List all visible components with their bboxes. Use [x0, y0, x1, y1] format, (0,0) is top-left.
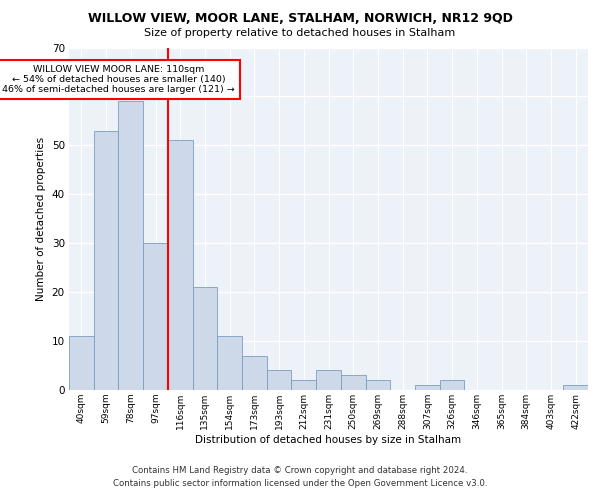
- Bar: [267, 370, 292, 390]
- Bar: [193, 287, 217, 390]
- Bar: [292, 380, 316, 390]
- Bar: [563, 385, 588, 390]
- Bar: [94, 130, 118, 390]
- Text: Contains HM Land Registry data © Crown copyright and database right 2024.
Contai: Contains HM Land Registry data © Crown c…: [113, 466, 487, 487]
- Bar: [69, 336, 94, 390]
- Bar: [341, 376, 365, 390]
- Bar: [242, 356, 267, 390]
- Bar: [217, 336, 242, 390]
- Text: Size of property relative to detached houses in Stalham: Size of property relative to detached ho…: [145, 28, 455, 38]
- Bar: [168, 140, 193, 390]
- Bar: [365, 380, 390, 390]
- X-axis label: Distribution of detached houses by size in Stalham: Distribution of detached houses by size …: [196, 434, 461, 444]
- Bar: [118, 102, 143, 390]
- Y-axis label: Number of detached properties: Number of detached properties: [36, 136, 46, 301]
- Bar: [415, 385, 440, 390]
- Text: WILLOW VIEW MOOR LANE: 110sqm
← 54% of detached houses are smaller (140)
46% of : WILLOW VIEW MOOR LANE: 110sqm ← 54% of d…: [2, 64, 235, 94]
- Bar: [440, 380, 464, 390]
- Bar: [143, 243, 168, 390]
- Bar: [316, 370, 341, 390]
- Text: WILLOW VIEW, MOOR LANE, STALHAM, NORWICH, NR12 9QD: WILLOW VIEW, MOOR LANE, STALHAM, NORWICH…: [88, 12, 512, 26]
